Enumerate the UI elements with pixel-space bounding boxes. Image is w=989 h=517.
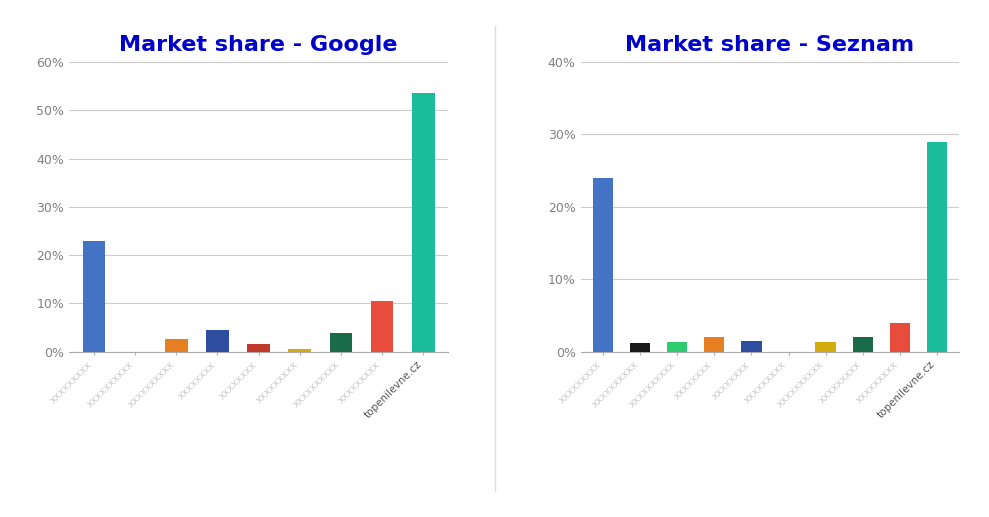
Bar — [371, 301, 394, 352]
Bar — [741, 341, 762, 352]
Bar — [890, 323, 910, 352]
Bar — [853, 337, 873, 352]
Title: Market share - Seznam: Market share - Seznam — [625, 35, 915, 55]
Bar — [247, 344, 270, 352]
Bar — [206, 330, 228, 352]
Bar — [289, 349, 312, 352]
Bar — [816, 342, 836, 352]
Bar — [592, 178, 613, 352]
Bar — [329, 333, 352, 352]
Bar — [667, 342, 687, 352]
Bar — [704, 337, 725, 352]
Title: Market share - Google: Market share - Google — [120, 35, 398, 55]
Bar — [927, 142, 947, 352]
Bar — [412, 94, 434, 352]
Bar — [83, 240, 105, 352]
Bar — [165, 340, 188, 352]
Bar — [630, 343, 650, 352]
